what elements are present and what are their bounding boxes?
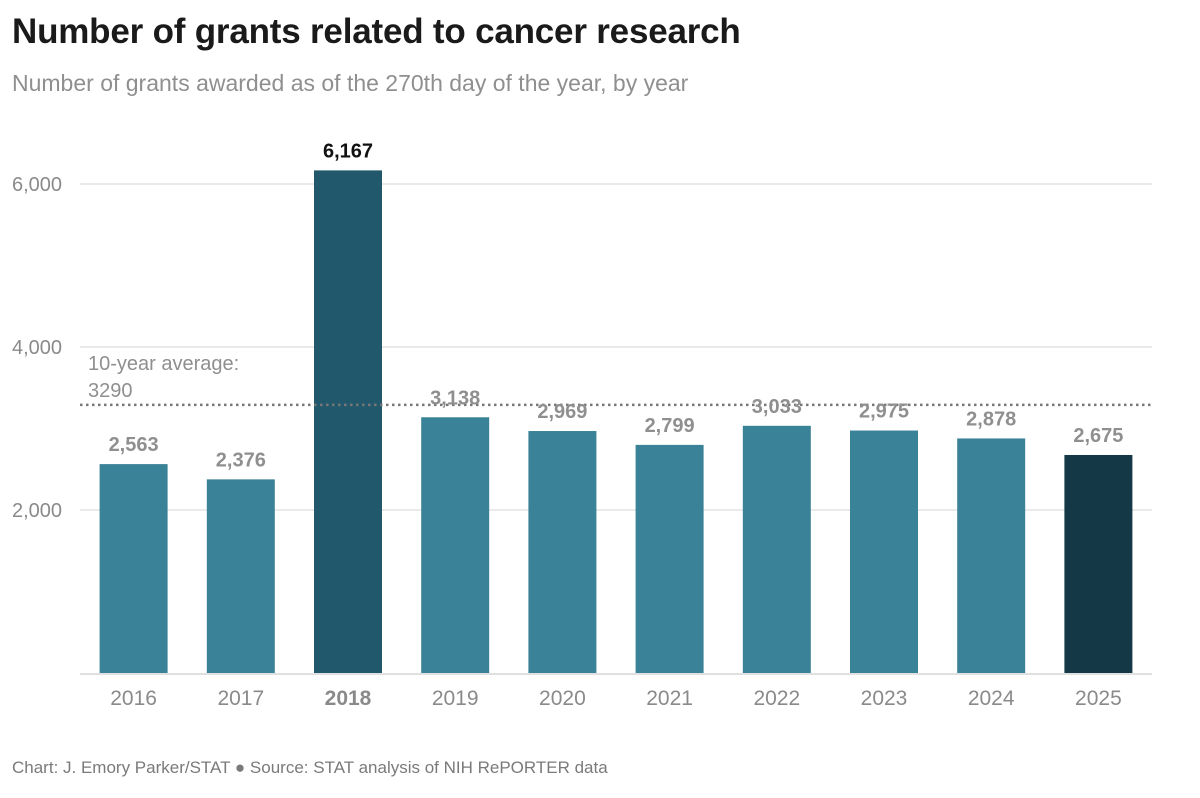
x-tick-label-2016: 2016 [110, 687, 157, 710]
value-label-2022: 3,033 [752, 396, 802, 418]
bar-2020 [528, 431, 597, 673]
bar-2023 [850, 430, 918, 673]
value-label-2025: 2,675 [1073, 425, 1123, 447]
average-label: 10-year average: [88, 353, 239, 375]
chart-subtitle: Number of grants awarded as of the 270th… [12, 70, 689, 96]
bar-2025 [1064, 454, 1133, 673]
y-tick-label: 6,000 [12, 174, 62, 196]
x-tick-label-2022: 2022 [753, 687, 800, 710]
bar-2018 [314, 170, 382, 673]
bar-2019 [421, 417, 490, 673]
x-tick-label-2020: 2020 [539, 687, 586, 710]
x-tick-label-2023: 2023 [861, 687, 908, 710]
value-label-2024: 2,878 [966, 408, 1016, 430]
chart-title: Number of grants related to cancer resea… [12, 12, 741, 51]
value-label-2021: 2,799 [645, 415, 695, 437]
x-tick-label-2021: 2021 [646, 687, 693, 710]
average-value-label: 3290 [88, 380, 133, 402]
value-label-2019: 3,138 [430, 387, 480, 409]
bar-2016 [99, 464, 168, 673]
x-tick-label-2019: 2019 [432, 687, 479, 710]
bar-2017 [206, 479, 275, 673]
value-label-2020: 2,969 [537, 401, 587, 423]
chart-source-credit: Chart: J. Emory Parker/STAT ● Source: ST… [12, 758, 608, 777]
y-tick-label: 4,000 [12, 337, 62, 359]
value-label-2017: 2,376 [216, 449, 266, 471]
value-label-2016: 2,563 [109, 434, 159, 456]
bar-2021 [635, 444, 704, 673]
y-tick-label: 2,000 [12, 500, 62, 522]
bar-2024 [957, 438, 1026, 673]
x-tick-label-2024: 2024 [968, 687, 1015, 710]
x-tick-label-2025: 2025 [1075, 687, 1122, 710]
bar-2022 [742, 425, 811, 673]
value-label-2018: 6,167 [323, 140, 373, 162]
x-tick-label-2018: 2018 [325, 687, 372, 710]
x-tick-label-2017: 2017 [217, 687, 264, 710]
value-label-2023: 2,975 [859, 401, 909, 423]
